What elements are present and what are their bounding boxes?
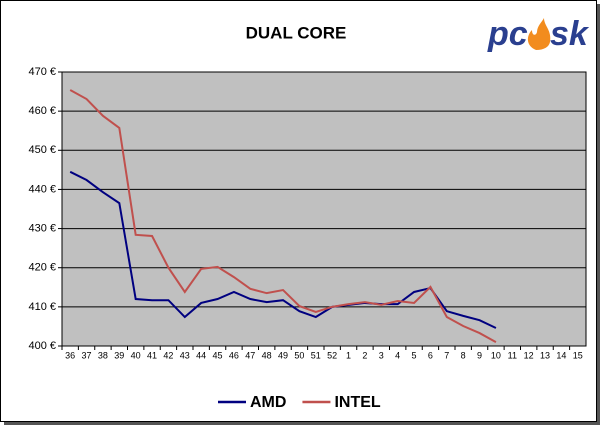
x-tick-label: 13 [540, 350, 550, 360]
x-tick-label: 49 [278, 350, 288, 360]
logo: pc sk [487, 15, 590, 53]
x-tick-label: 8 [461, 350, 466, 360]
x-tick-label: 39 [114, 350, 124, 360]
x-tick-label: 4 [395, 350, 400, 360]
legend-label: INTEL [334, 394, 380, 411]
x-tick-label: 12 [524, 350, 534, 360]
x-tick-label: 1 [346, 350, 351, 360]
x-tick-label: 41 [147, 350, 157, 360]
x-tick-label: 48 [262, 350, 272, 360]
x-tick-label: 42 [163, 350, 173, 360]
x-tick-label: 5 [412, 350, 417, 360]
y-tick-label: 410 € [28, 301, 56, 313]
y-tick-label: 470 € [28, 66, 56, 78]
plot-area [61, 71, 587, 347]
series-line [69, 89, 497, 343]
x-tick-label: 14 [556, 350, 566, 360]
x-tick-label: 6 [428, 350, 433, 360]
y-tick-label: 400 € [28, 340, 56, 352]
logo-flame [527, 18, 551, 50]
y-tick-label: 440 € [28, 183, 56, 195]
logo-text: pc [487, 15, 528, 53]
x-tick-label: 2 [362, 350, 367, 360]
y-tick-label: 420 € [28, 262, 56, 274]
x-tick-label: 7 [444, 350, 449, 360]
x-tick-label: 43 [180, 350, 190, 360]
x-tick-label: 52 [327, 350, 337, 360]
chart-title: DUAL CORE [246, 23, 347, 42]
x-tick-label: 40 [131, 350, 141, 360]
x-tick-label: 45 [213, 350, 223, 360]
x-tick-label: 3 [379, 350, 384, 360]
x-tick-label: 15 [573, 350, 583, 360]
x-tick-label: 47 [245, 350, 255, 360]
series-line [69, 170, 497, 329]
y-tick-label: 430 € [28, 222, 56, 234]
y-tick-label: 460 € [28, 105, 56, 117]
legend-label: AMD [250, 394, 286, 411]
x-tick-label: 51 [311, 350, 321, 360]
x-tick-label: 36 [65, 350, 75, 360]
x-tick-label: 11 [508, 350, 517, 360]
y-tick-label: 450 € [28, 144, 56, 156]
x-tick-label: 50 [294, 350, 304, 360]
x-tick-label: 9 [477, 350, 482, 360]
x-tick-label: 10 [491, 350, 501, 360]
x-tick-label: 46 [229, 350, 239, 360]
x-tick-label: 37 [82, 350, 92, 360]
x-tick-label: 38 [98, 350, 108, 360]
x-tick-label: 44 [196, 350, 206, 360]
logo-text: sk [550, 15, 590, 53]
